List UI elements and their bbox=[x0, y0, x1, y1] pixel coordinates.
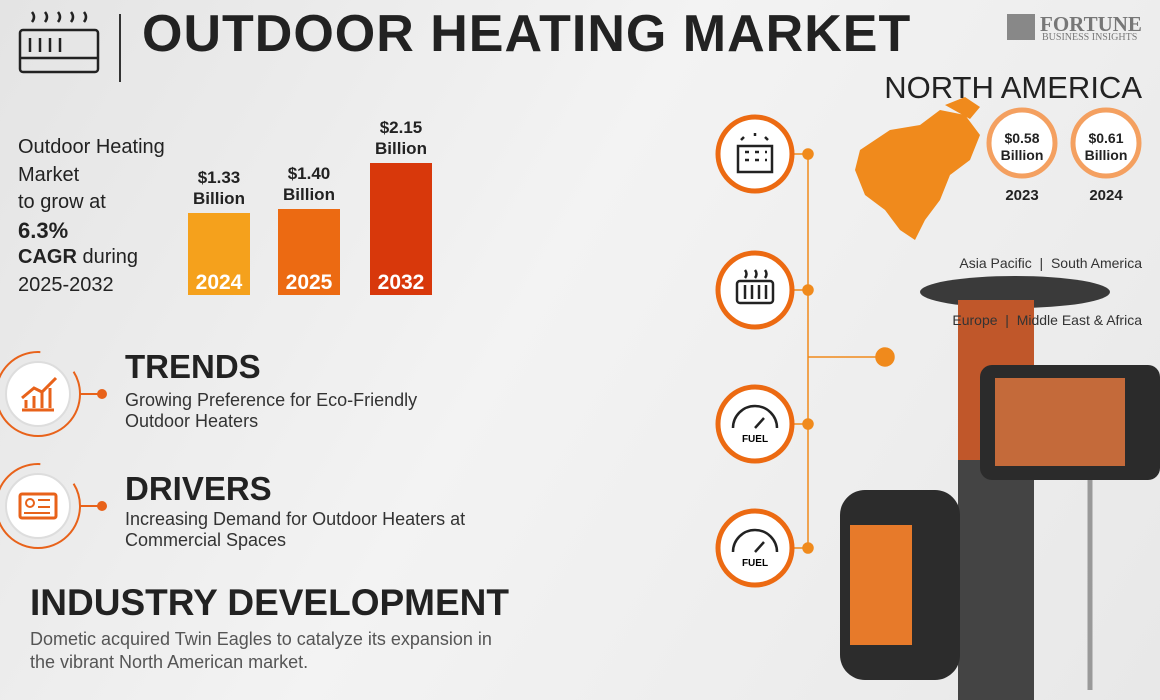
intro-line: Market bbox=[18, 163, 80, 186]
region-line: Europe | Middle East & Africa bbox=[952, 312, 1142, 328]
intro-line: 2025-2032 bbox=[18, 273, 114, 296]
cagr-rate: 6.3% bbox=[18, 217, 69, 243]
intro-word: during bbox=[82, 246, 139, 268]
icon-drawings bbox=[731, 133, 779, 553]
stat-value: $0.58 bbox=[1004, 130, 1040, 146]
driver-icon bbox=[0, 463, 107, 549]
intro: Outdoor Heating Market to grow at 6.3% C… bbox=[18, 134, 165, 299]
value-label: $1.33 Billion bbox=[193, 168, 245, 209]
stat-year: 2024 bbox=[1089, 187, 1123, 204]
icon-label: FUEL bbox=[742, 434, 768, 445]
stat-value: $0.61 bbox=[1088, 130, 1124, 146]
brand-logo bbox=[1007, 14, 1035, 40]
drivers-text: Increasing Demand for Outdoor Heaters at… bbox=[125, 509, 466, 550]
region-line: Asia Pacific | South America bbox=[959, 255, 1142, 271]
value-label: $2.15 Billion bbox=[375, 118, 427, 158]
north-america-map bbox=[855, 97, 980, 240]
cagr: CAGR bbox=[18, 246, 77, 268]
bar bbox=[188, 213, 250, 295]
regions: Asia Pacific | South America Europe | Mi… bbox=[952, 216, 1142, 349]
drivers-title: DRIVERS bbox=[125, 470, 272, 507]
brand: FORTUNE bbox=[1040, 12, 1142, 36]
stat-unit: Billion bbox=[1084, 147, 1128, 163]
industry-text: Dometic acquired Twin Eagles to catalyze… bbox=[30, 629, 492, 672]
bar-category: 2024 bbox=[195, 271, 243, 294]
stat-year: 2023 bbox=[1005, 187, 1039, 204]
connectors bbox=[792, 148, 895, 554]
stat-rings bbox=[986, 107, 1142, 179]
trend-icon bbox=[0, 351, 107, 437]
bar bbox=[278, 209, 340, 295]
heater-illustration bbox=[840, 276, 1160, 700]
intro-line: to grow at bbox=[18, 191, 106, 213]
trends-text: Growing Preference for Eco-Friendly Outd… bbox=[125, 390, 418, 431]
bar-category: 2032 bbox=[377, 271, 425, 294]
value-label: $1.40 Billion bbox=[283, 164, 335, 205]
industry-title: INDUSTRY DEVELOPMENT bbox=[30, 582, 509, 623]
trends-title: TRENDS bbox=[125, 348, 261, 385]
region-title: NORTH AMERICA bbox=[884, 70, 1142, 105]
intro-line: CAGR during bbox=[18, 244, 165, 272]
title: OUTDOOR HEATING MARKET bbox=[142, 5, 912, 63]
bar-category: 2025 bbox=[285, 271, 333, 294]
header-icon bbox=[18, 11, 100, 74]
intro-line: Outdoor Heating bbox=[18, 136, 165, 158]
icon-label: FUEL bbox=[742, 558, 768, 569]
stat-unit: Billion bbox=[1000, 147, 1044, 163]
bar bbox=[370, 163, 432, 295]
segment-icons bbox=[715, 114, 795, 588]
brand-sub: BUSINESS INSIGHTS bbox=[1042, 32, 1138, 43]
